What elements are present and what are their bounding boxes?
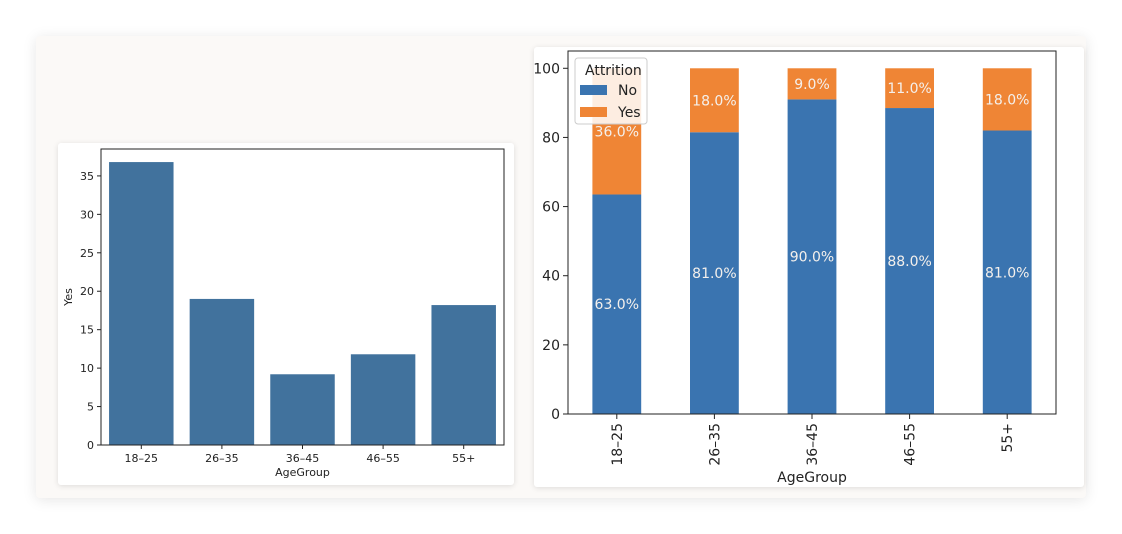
x-tick-label: 36–45: [286, 452, 320, 465]
y-tick-label: 40: [542, 269, 560, 285]
x-tick-label: 26–35: [205, 452, 239, 465]
bar-no-26–35: [690, 132, 739, 414]
x-tick-label: 46–55: [903, 423, 919, 466]
data-label-yes: 18.0%: [985, 92, 1029, 108]
y-tick-label: 100: [533, 61, 560, 77]
x-tick-label: 55+: [1000, 423, 1016, 453]
legend-swatch-yes: [580, 107, 607, 117]
legend-title: Attrition: [585, 63, 642, 79]
bar-no-46–55: [885, 108, 934, 415]
bar-yes-36–45: [787, 68, 837, 100]
bar-18–25: [109, 162, 174, 445]
data-label-no: 63.0%: [595, 297, 639, 313]
y-tick-label: 35: [80, 170, 94, 183]
legend-label-no: No: [618, 83, 637, 99]
attrition-stacked-bar-chart: 63.0% 36.0% 81.0% 18.0% 90.0% 9.0% 88.0% 11.0% 8…: [533, 50, 1057, 486]
y-tick-label: 5: [87, 401, 94, 414]
x-tick-label: 18–25: [125, 452, 159, 465]
y-tick-label: 30: [80, 208, 94, 221]
data-label-yes: 36.0%: [595, 124, 639, 140]
yes-count-bar-chart: 0 5 10 15 20 25 30 35 18–25 26–35 36–45 46–55 55+ Age…: [62, 148, 505, 479]
bar-26–35: [189, 298, 255, 445]
data-label-yes: 11.0%: [887, 81, 931, 97]
x-tick-label: 46–55: [366, 452, 400, 465]
legend: Attrition No Yes: [574, 57, 648, 125]
y-tick-label: 25: [80, 247, 94, 260]
bar-no-36–45: [787, 99, 837, 415]
y-tick-label: 60: [542, 200, 560, 216]
x-axis-label: AgeGroup: [777, 470, 847, 486]
attrition-stacked-chart-card: 63.0% 36.0% 81.0% 18.0% 90.0% 9.0% 88.0% 11.0% 8…: [533, 47, 1084, 487]
x-tick-label: 26–35: [707, 423, 723, 466]
y-axis-label: Yes: [62, 288, 75, 307]
bar-46–55: [350, 354, 416, 445]
data-label-no: 90.0%: [790, 250, 834, 266]
legend-swatch-no: [580, 85, 607, 95]
data-label-no: 81.0%: [985, 265, 1029, 281]
data-label-no: 88.0%: [887, 254, 931, 270]
x-axis-label: AgeGroup: [275, 466, 330, 479]
bar-36–45: [270, 374, 335, 445]
bar-yes-55+: [982, 68, 1032, 131]
y-tick-label: 10: [80, 362, 94, 375]
data-label-yes: 18.0%: [692, 93, 736, 109]
data-label-no: 81.0%: [692, 266, 736, 282]
y-tick-label: 20: [542, 338, 560, 354]
x-tick-label: 55+: [452, 452, 475, 465]
y-tick-label: 20: [80, 285, 94, 298]
y-tick-label: 0: [87, 439, 94, 452]
bar-no-18–25: [592, 194, 642, 414]
y-tick-label: 0: [551, 407, 560, 423]
legend-label-yes: Yes: [617, 105, 641, 121]
x-tick-label: 18–25: [610, 423, 626, 466]
bar-no-55+: [982, 130, 1032, 414]
yes-count-chart-card: 0 5 10 15 20 25 30 35 18–25 26–35 36–45 46–55 55+ Age…: [58, 143, 514, 485]
bar-55+: [431, 305, 496, 445]
x-tick-label: 36–45: [805, 423, 821, 466]
bar-yes-26–35: [690, 68, 739, 133]
data-label-yes: 9.0%: [794, 77, 830, 93]
bar-yes-46–55: [885, 68, 934, 109]
y-tick-label: 15: [80, 324, 94, 337]
y-tick-label: 80: [542, 130, 560, 146]
